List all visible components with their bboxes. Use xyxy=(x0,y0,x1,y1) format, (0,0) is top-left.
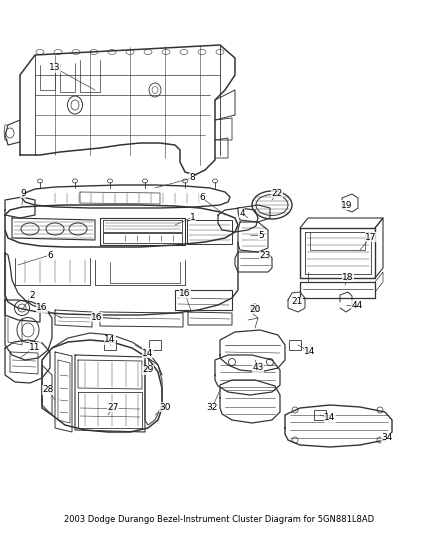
Text: 22: 22 xyxy=(272,189,283,198)
Text: 2003 Dodge Durango Bezel-Instrument Cluster Diagram for 5GN881L8AD: 2003 Dodge Durango Bezel-Instrument Clus… xyxy=(64,515,374,524)
Text: 8: 8 xyxy=(189,174,195,182)
Text: 21: 21 xyxy=(291,297,303,306)
Text: 28: 28 xyxy=(42,385,54,394)
Text: 16: 16 xyxy=(91,312,103,321)
Text: 14: 14 xyxy=(142,349,154,358)
Text: 18: 18 xyxy=(342,272,354,281)
Text: 16: 16 xyxy=(179,289,191,298)
Text: 43: 43 xyxy=(252,364,264,373)
Text: 27: 27 xyxy=(107,402,119,411)
Text: 23: 23 xyxy=(259,252,271,261)
Text: 6: 6 xyxy=(199,193,205,203)
Text: 14: 14 xyxy=(304,348,316,357)
Text: 13: 13 xyxy=(49,63,61,72)
Text: 14: 14 xyxy=(104,335,116,344)
Text: 5: 5 xyxy=(258,230,264,239)
Text: 19: 19 xyxy=(341,200,353,209)
Text: 30: 30 xyxy=(159,402,171,411)
Text: 1: 1 xyxy=(190,213,196,222)
Text: 14: 14 xyxy=(324,414,336,423)
Text: 2: 2 xyxy=(29,290,35,300)
Text: 17: 17 xyxy=(365,232,377,241)
Text: 6: 6 xyxy=(47,251,53,260)
Text: 29: 29 xyxy=(142,366,154,375)
Text: 11: 11 xyxy=(29,343,41,351)
Text: 44: 44 xyxy=(351,301,363,310)
Text: 9: 9 xyxy=(20,189,26,198)
Text: 4: 4 xyxy=(239,208,245,217)
Text: 16: 16 xyxy=(36,303,48,312)
Text: 20: 20 xyxy=(249,304,261,313)
Text: 32: 32 xyxy=(206,403,218,413)
Text: 34: 34 xyxy=(381,433,393,442)
